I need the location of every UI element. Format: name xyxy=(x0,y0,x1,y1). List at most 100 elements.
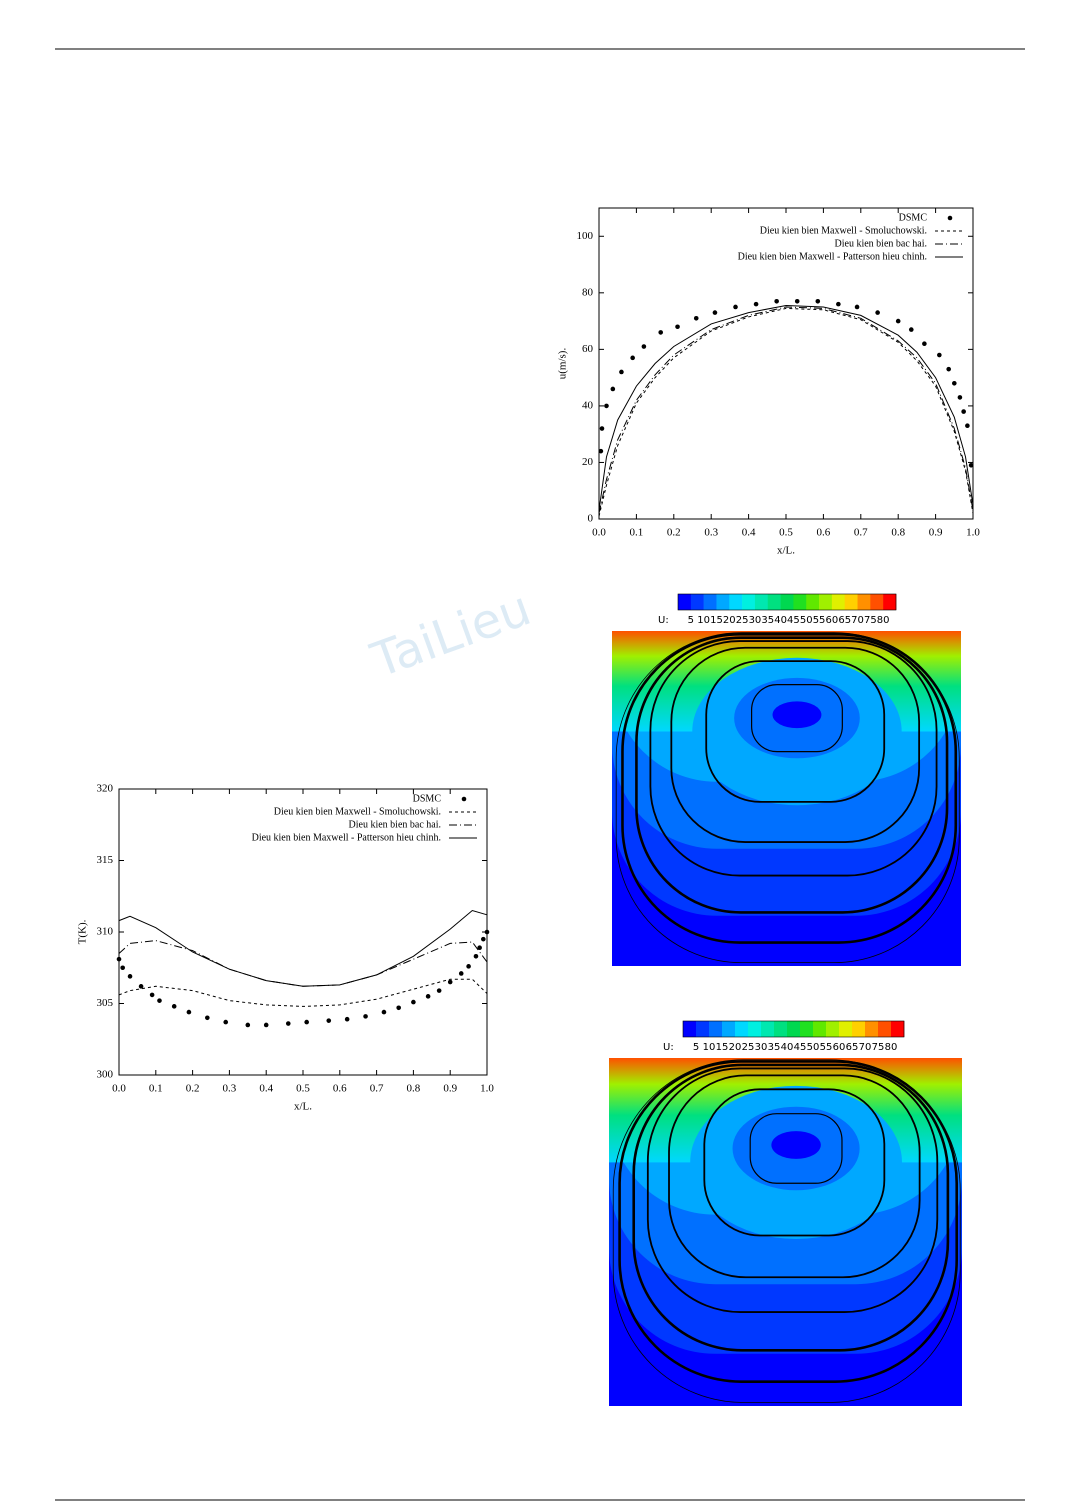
legend-label: DSMC xyxy=(413,793,442,804)
colorbar-cell xyxy=(703,594,717,610)
data-point xyxy=(205,1015,210,1021)
data-point xyxy=(922,341,927,347)
x-tick-label: 1.0 xyxy=(966,527,980,539)
y-tick-label: 20 xyxy=(582,456,594,468)
data-line xyxy=(598,307,974,517)
colorbar-cell xyxy=(678,594,692,610)
colorbar-label: 55 xyxy=(813,615,826,626)
data-point xyxy=(961,409,966,414)
data-point xyxy=(138,984,144,989)
x-tick-label: 0.9 xyxy=(443,1083,457,1095)
field xyxy=(609,1058,962,1406)
colorbar-cell xyxy=(826,1021,840,1037)
colorbar-cell xyxy=(865,1021,879,1037)
colorbar-label: 35 xyxy=(768,1042,781,1053)
colorbar-cell xyxy=(883,594,897,610)
x-tick-label: 0.3 xyxy=(704,527,718,539)
legend-label: Dieu kien bien Maxwell - Smoluchowski. xyxy=(760,225,927,236)
streamline xyxy=(703,1088,886,1237)
chart: 0.0 0.1 0.2 0.3 0.4 0.5 0.6 0.7 0.8 0.9 1.0 300 305 3… xyxy=(77,783,495,1113)
colorbar-label: 60 xyxy=(833,1042,846,1053)
colorbar-cell xyxy=(831,594,846,610)
data-point xyxy=(604,403,609,409)
colorbar-label: 30 xyxy=(755,1042,768,1053)
colorbar-cell xyxy=(844,594,858,610)
data-line xyxy=(118,978,488,1007)
colorbar-label: 50 xyxy=(807,1042,820,1053)
colorbar-cell xyxy=(793,594,807,610)
colorbar-title: U: xyxy=(658,615,669,626)
legend-swatch xyxy=(947,215,953,221)
data-point xyxy=(619,369,624,375)
data-point xyxy=(396,1005,401,1011)
data-point xyxy=(458,971,464,976)
colorbar-label: 40 xyxy=(781,1042,794,1053)
x-tick-label: 0.5 xyxy=(779,527,793,539)
data-point xyxy=(477,945,482,951)
colorbar-label: 80 xyxy=(885,1042,898,1053)
colorbar-label: 10 xyxy=(703,1042,716,1053)
data-point xyxy=(149,992,155,998)
data-point xyxy=(946,366,951,372)
colorbar-label: 15 xyxy=(710,615,723,626)
streamline xyxy=(632,1063,950,1352)
colorbar-label: 70 xyxy=(859,1042,872,1053)
x-tick-label: 0.1 xyxy=(149,1083,163,1095)
y-tick-label: 80 xyxy=(582,286,594,298)
colorbar-cell xyxy=(716,594,730,610)
field xyxy=(612,631,961,966)
colorbar-cell xyxy=(774,1021,788,1037)
colorbar-label: 60 xyxy=(826,615,839,626)
colorbar-cell xyxy=(754,594,769,610)
colorbar-cell xyxy=(870,594,884,610)
colorbar-frame xyxy=(682,1020,905,1038)
colorbar-label: 80 xyxy=(877,615,890,626)
colorbar-label: 50 xyxy=(800,615,813,626)
watermark: TaiLieu xyxy=(364,580,538,689)
data-point xyxy=(436,988,442,993)
legend-label: DSMC xyxy=(899,212,928,223)
data-point xyxy=(908,327,914,332)
colorbar-label: 65 xyxy=(846,1042,859,1053)
colorbar-label: 15 xyxy=(716,1042,729,1053)
colorbar-cell xyxy=(729,594,743,610)
data-point xyxy=(245,1022,251,1028)
data-point xyxy=(326,1018,332,1023)
x-tick-label: 0.1 xyxy=(630,527,644,539)
data-point xyxy=(304,1019,309,1025)
x-axis-label: x/L. xyxy=(294,1101,312,1113)
data-point xyxy=(630,355,635,361)
data-point xyxy=(285,1021,291,1026)
colorbar-cell xyxy=(722,1021,736,1037)
data-point xyxy=(641,344,647,349)
data-point xyxy=(815,299,821,304)
data-point xyxy=(854,304,860,310)
colorbar-cell xyxy=(787,1021,801,1037)
data-point xyxy=(411,999,416,1005)
legend-label: Dieu kien bien Maxwell - Patterson hieu … xyxy=(738,251,927,262)
streamline xyxy=(749,1113,843,1184)
streamline xyxy=(635,636,949,914)
x-tick-label: 0.0 xyxy=(592,527,606,539)
colorbar-label: 40 xyxy=(774,615,787,626)
data-point xyxy=(186,1009,192,1015)
data-point xyxy=(171,1004,177,1009)
data-point xyxy=(675,324,680,330)
data-point xyxy=(481,936,486,942)
data-line xyxy=(118,940,488,987)
colorbar-label: 20 xyxy=(729,1042,742,1053)
data-point xyxy=(598,448,604,454)
x-tick-label: 0.2 xyxy=(186,1083,200,1095)
data-point xyxy=(447,979,453,985)
data-point xyxy=(116,956,122,962)
x-tick-label: 0.8 xyxy=(407,1083,421,1095)
data-line xyxy=(118,909,488,987)
colorbar-label: 20 xyxy=(723,615,736,626)
colorbar-label: 5 xyxy=(688,615,694,626)
y-axis-label: T(K). xyxy=(77,919,89,944)
y-tick-label: 300 xyxy=(97,1069,114,1081)
data-point xyxy=(733,304,738,310)
data-point xyxy=(794,299,800,304)
data-line xyxy=(598,306,974,514)
streamline xyxy=(618,1060,959,1383)
